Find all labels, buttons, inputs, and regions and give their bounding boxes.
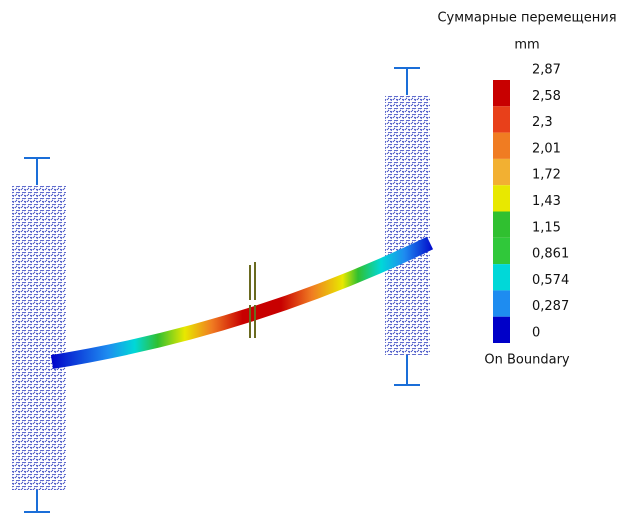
legend: Суммарные перемещения mm 2,87 2,58 2,3 2,01… (437, 11, 616, 368)
legend-scale: 2,87 2,58 2,3 2,01 1,72 1,43 1,15 0,861 0,574 0,2… (493, 63, 569, 344)
legend-swatch (493, 185, 510, 211)
legend-label: 0,861 (532, 247, 569, 262)
legend-title: Суммарные перемещения (437, 11, 616, 26)
legend-label: 2,01 (532, 141, 561, 156)
viewport: Суммарные перемещения mm 2,87 2,58 2,3 2,01… (0, 0, 642, 517)
beam (52, 243, 430, 362)
legend-note: On Boundary (484, 353, 570, 368)
legend-swatch (493, 133, 510, 159)
legend-swatch (493, 264, 510, 290)
legend-swatch (493, 290, 510, 316)
legend-label: 1,43 (532, 194, 561, 209)
legend-label: 0 (532, 326, 540, 341)
supports (24, 68, 420, 512)
legend-label: 1,15 (532, 220, 561, 235)
legend-label: 2,87 (532, 63, 561, 78)
legend-unit: mm (514, 38, 539, 53)
load-arrows (250, 262, 255, 338)
left-column (12, 185, 66, 490)
legend-swatch (493, 159, 510, 185)
model (12, 68, 430, 512)
right-column (385, 95, 430, 355)
legend-label: 1,72 (532, 168, 561, 183)
legend-swatch (493, 80, 510, 106)
legend-label: 2,3 (532, 115, 553, 130)
legend-label: 0,287 (532, 299, 569, 314)
legend-swatch (493, 212, 510, 238)
legend-swatch (493, 106, 510, 132)
legend-label: 2,58 (532, 89, 561, 104)
legend-label: 0,574 (532, 273, 569, 288)
legend-swatch (493, 238, 510, 264)
legend-swatch (493, 317, 510, 343)
